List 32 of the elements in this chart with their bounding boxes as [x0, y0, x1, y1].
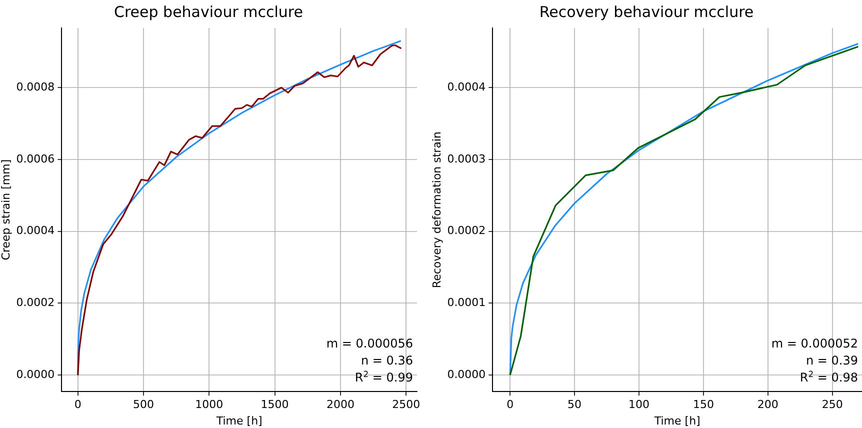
x-tick-label: 100 [628, 398, 650, 412]
annotation: n = 0.39 [806, 354, 858, 368]
y-tick-label: 0.0000 [16, 368, 55, 381]
x-tick-label: 150 [692, 398, 714, 412]
x-tick-label: 1500 [260, 398, 289, 412]
y-tick-label: 0.0008 [16, 80, 55, 94]
y-tick-label: 0.0004 [447, 80, 486, 94]
y-axis-title: Creep strain [mm] [0, 159, 12, 260]
x-tick-label: 250 [822, 398, 843, 412]
y-tick-label: 0.0002 [447, 224, 486, 238]
y-tick-label: 0.0001 [447, 296, 486, 310]
annotation: m = 0.000052 [771, 336, 858, 351]
x-tick-label: 500 [132, 398, 154, 412]
x-tick-label: 0 [506, 398, 514, 412]
y-tick-label: 0.0003 [447, 152, 486, 166]
y-tick-label: 0.0004 [16, 224, 55, 238]
x-tick-label: 1000 [195, 398, 224, 412]
chart-title: Recovery behaviour mcclure [539, 2, 754, 21]
x-tick-label: 0 [74, 398, 82, 412]
x-tick-label: 200 [757, 398, 778, 412]
x-tick-label: 2500 [392, 398, 420, 412]
annotation: n = 0.36 [360, 354, 414, 368]
x-axis-title: Time [h] [215, 414, 262, 428]
x-tick-label: 2000 [326, 398, 354, 412]
y-tick-label: 0.0000 [447, 368, 486, 381]
y-tick-label: 0.0002 [16, 296, 55, 310]
x-tick-label: 50 [568, 398, 582, 412]
annotation: m = 0.000056 [326, 336, 414, 351]
chart-title: Creep behaviour mcclure [114, 2, 304, 21]
y-tick-label: 0.0006 [16, 152, 55, 166]
y-axis-title: Recovery deformation strain [430, 132, 444, 288]
x-axis-title: Time [h] [653, 414, 700, 428]
